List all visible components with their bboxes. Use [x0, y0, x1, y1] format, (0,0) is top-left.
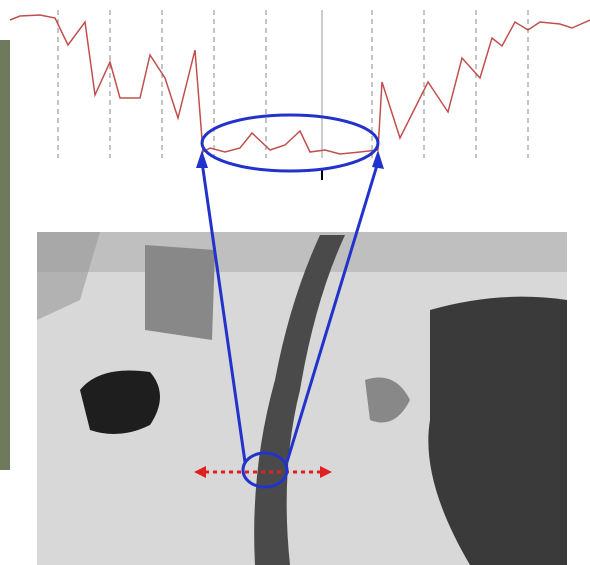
annotations	[194, 113, 384, 489]
profile-grid	[57, 10, 529, 158]
profile-line	[9, 14, 590, 155]
profile-plot	[9, 14, 590, 155]
image-strip	[0, 40, 10, 470]
aerial-image	[37, 232, 567, 565]
